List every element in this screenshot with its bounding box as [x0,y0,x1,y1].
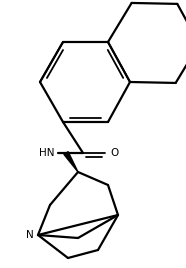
Polygon shape [64,152,78,172]
Text: O: O [110,148,118,158]
Text: N: N [26,230,34,240]
Text: HN: HN [39,148,55,158]
